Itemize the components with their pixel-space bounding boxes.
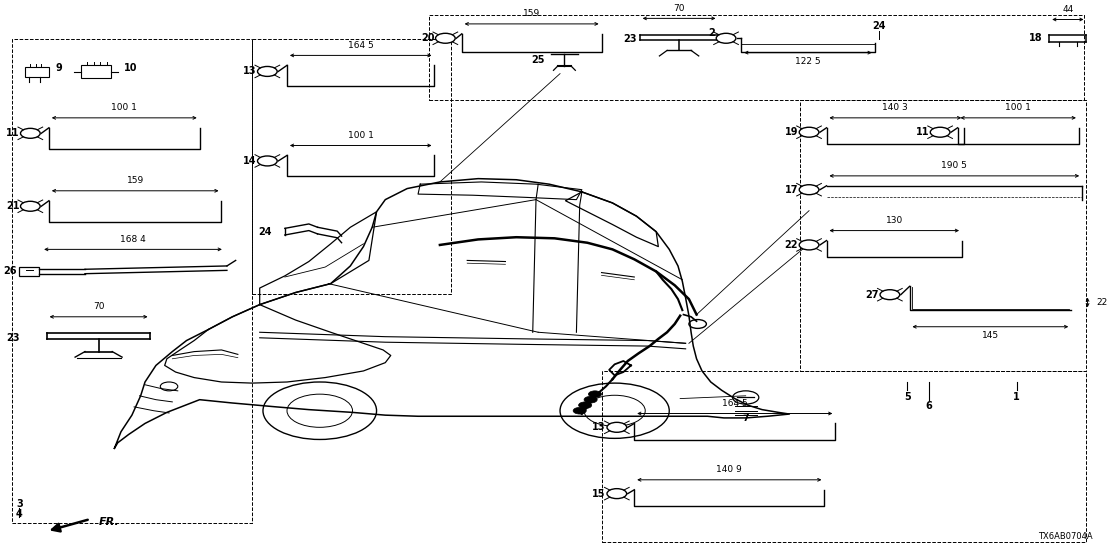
Circle shape [257, 156, 277, 166]
Text: 24: 24 [258, 227, 271, 237]
Circle shape [880, 290, 900, 300]
Text: 24: 24 [872, 20, 885, 30]
Circle shape [21, 129, 40, 138]
Circle shape [931, 127, 950, 137]
Text: 122 5: 122 5 [796, 57, 821, 66]
Text: 27: 27 [865, 290, 879, 300]
Circle shape [21, 201, 40, 211]
Bar [81, 65, 111, 78]
Text: 7: 7 [742, 413, 749, 423]
Text: 17: 17 [784, 184, 798, 194]
Text: 22: 22 [1096, 298, 1108, 307]
Text: 5: 5 [904, 392, 911, 402]
Text: 9: 9 [55, 63, 62, 73]
Circle shape [257, 66, 277, 76]
Text: 44: 44 [1063, 5, 1074, 14]
Circle shape [607, 489, 627, 499]
Bar [252, 39, 451, 294]
Text: FR.: FR. [99, 517, 120, 527]
Text: 3: 3 [16, 499, 23, 509]
Circle shape [435, 33, 455, 43]
Text: 4: 4 [16, 509, 23, 519]
Bar [24, 67, 49, 77]
Text: 18: 18 [1029, 33, 1043, 43]
Text: 100 1: 100 1 [1005, 104, 1032, 112]
Text: 25: 25 [531, 55, 545, 65]
Text: 20: 20 [421, 33, 434, 43]
Text: 190 5: 190 5 [942, 161, 967, 170]
Bar [602, 371, 1087, 542]
Text: 21: 21 [6, 201, 20, 211]
Text: 23: 23 [6, 333, 20, 343]
Text: 1: 1 [1013, 392, 1020, 402]
Text: 6: 6 [926, 401, 933, 411]
Text: 11: 11 [6, 129, 20, 138]
Text: 11: 11 [915, 127, 930, 137]
Circle shape [716, 33, 736, 43]
Text: 15: 15 [593, 489, 606, 499]
Circle shape [573, 407, 586, 414]
Text: 140 3: 140 3 [882, 104, 909, 112]
Text: 2: 2 [708, 28, 715, 38]
Text: 130: 130 [885, 216, 903, 225]
Text: 23: 23 [623, 34, 636, 44]
Text: 100 1: 100 1 [348, 131, 373, 140]
Bar [800, 100, 1087, 371]
Text: 145: 145 [982, 331, 999, 340]
Text: 19: 19 [784, 127, 798, 137]
Text: 22: 22 [784, 240, 798, 250]
Text: TX6AB0704A: TX6AB0704A [1038, 532, 1092, 541]
Circle shape [584, 396, 597, 403]
Text: 164 5: 164 5 [348, 41, 373, 50]
Circle shape [799, 184, 819, 194]
Text: 70: 70 [674, 4, 685, 13]
Circle shape [607, 422, 627, 432]
Text: 100 1: 100 1 [111, 104, 137, 112]
Bar [20, 267, 39, 276]
Text: 70: 70 [93, 302, 104, 311]
Circle shape [799, 240, 819, 250]
Text: 14: 14 [243, 156, 256, 166]
Bar [429, 14, 1085, 100]
Text: 13: 13 [593, 422, 606, 432]
Text: 159: 159 [126, 176, 144, 185]
Bar [12, 39, 252, 523]
Text: 10: 10 [124, 63, 137, 73]
Text: 140 9: 140 9 [717, 465, 742, 474]
Text: 26: 26 [3, 266, 18, 276]
Text: 13: 13 [243, 66, 256, 76]
Circle shape [799, 127, 819, 137]
Text: 159: 159 [523, 9, 541, 18]
Circle shape [588, 391, 602, 397]
Circle shape [578, 402, 592, 408]
Text: 164 5: 164 5 [722, 399, 748, 408]
Text: 168 4: 168 4 [120, 235, 146, 244]
